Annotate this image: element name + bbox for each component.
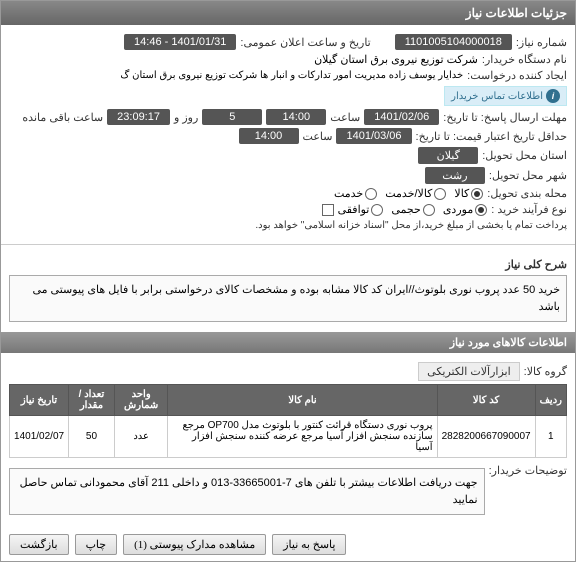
credit-time: 14:00 <box>239 128 299 144</box>
org-value: شرکت توزیع نیروی برق استان گیلان <box>314 53 478 66</box>
details-panel: جزئیات اطلاعات نیاز شماره نیاز: 11010051… <box>0 0 576 562</box>
remain-value: 23:09:17 <box>107 109 170 125</box>
deadline-date: 1401/02/06 <box>364 109 439 125</box>
radio-icon <box>371 204 383 216</box>
unit-label: محله بندی تحویل: <box>487 187 567 200</box>
org-label: نام دستگاه خریدار: <box>482 53 567 66</box>
cell-name: پروب نوری دستگاه قرائت کنتور با بلوتوث م… <box>168 416 437 458</box>
goods-section: گروه کالا: ابزارآلات الکتریکی ردیف کد کا… <box>1 353 575 528</box>
attach-button[interactable]: مشاهده مدارک پیوستی (1) <box>123 534 266 555</box>
col-row: ردیف <box>535 385 566 416</box>
cell-row: 1 <box>535 416 566 458</box>
announce-label: تاریخ و ساعت اعلان عمومی: <box>240 36 370 49</box>
panel-title: جزئیات اطلاعات نیاز <box>466 6 567 20</box>
col-qty: تعداد / مقدار <box>69 385 115 416</box>
group-value: ابزارآلات الکتریکی <box>418 362 519 381</box>
req-no-value: 1101005104000018 <box>395 34 512 50</box>
footer-buttons: پاسخ به نیاز مشاهده مدارک پیوستی (1) چاپ… <box>1 528 575 561</box>
radio-icon <box>475 204 487 216</box>
credit-label: حداقل تاریخ اعتبار قیمت: تا تاریخ: <box>416 130 567 143</box>
remain-label: ساعت باقی مانده <box>22 111 103 124</box>
credit-date: 1401/03/06 <box>336 128 411 144</box>
contact-info-box[interactable]: i اطلاعات تماس خریدار <box>444 86 567 106</box>
desc-section: شرح کلی نیاز خرید 50 عدد پروب نوری بلوتو… <box>1 249 575 332</box>
unit-radio-group: کالا کالا/خدمت خدمت <box>334 187 483 200</box>
cell-code: 2828200667090007 <box>437 416 535 458</box>
pay-note: پرداخت تمام یا بخشی از مبلغ خرید،از محل … <box>255 220 567 231</box>
days-value: 5 <box>202 109 262 125</box>
deadline-label: مهلت ارسال پاسخ: تا تاریخ: <box>443 111 567 124</box>
time-label-2: ساعت <box>303 130 333 143</box>
print-button[interactable]: چاپ <box>75 534 118 555</box>
radio-icon <box>365 188 377 200</box>
desc-title: شرح کلی نیاز <box>505 258 567 271</box>
city-value: رشت <box>425 167 485 184</box>
buy-radio-agree[interactable]: توافقی <box>338 203 384 216</box>
col-code: کد کالا <box>437 385 535 416</box>
col-name: نام کالا <box>168 385 437 416</box>
col-unit: واحد شمارش <box>114 385 168 416</box>
req-no-label: شماره نیاز: <box>516 36 567 49</box>
buy-radio-volume[interactable]: حجمی <box>391 203 434 216</box>
buy-radio-case[interactable]: موردی <box>443 203 487 216</box>
table-header-row: ردیف کد کالا نام کالا واحد شمارش تعداد /… <box>10 385 567 416</box>
group-label: گروه کالا: <box>524 365 567 378</box>
table-row[interactable]: 1 2828200667090007 پروب نوری دستگاه قرائ… <box>10 416 567 458</box>
divider <box>1 244 575 245</box>
cell-unit: عدد <box>114 416 168 458</box>
time-label-1: ساعت <box>330 111 360 124</box>
radio-icon <box>423 204 435 216</box>
back-button[interactable]: پاسخ به نیاز <box>272 534 346 555</box>
goods-header: اطلاعات کالاهای مورد نیاز <box>1 332 575 353</box>
unit-radio-mixed[interactable]: کالا/خدمت <box>385 187 446 200</box>
city-label: شهر محل تحویل: <box>489 169 567 182</box>
creator-value: خدایار یوسف زاده مدیریت امور تدارکات و ا… <box>120 70 463 81</box>
info-icon: i <box>546 89 560 103</box>
days-label: روز و <box>174 111 198 124</box>
contact-info-text: اطلاعات تماس خریدار <box>451 91 543 102</box>
unit-radio-kala[interactable]: کالا <box>454 187 483 200</box>
buy-type-label: نوع فرآیند خرید : <box>491 203 567 216</box>
announce-value: 1401/01/31 - 14:46 <box>124 34 236 50</box>
radio-icon <box>434 188 446 200</box>
radio-icon <box>471 188 483 200</box>
deadline-time: 14:00 <box>266 109 326 125</box>
pay-checkbox[interactable] <box>322 204 334 216</box>
goods-table: ردیف کد کالا نام کالا واحد شمارش تعداد /… <box>9 384 567 458</box>
notes-label: توضیحات خریدار: <box>489 464 567 477</box>
col-date: تاریخ نیاز <box>10 385 69 416</box>
buy-radio-group: موردی حجمی توافقی <box>338 203 488 216</box>
desc-box: خرید 50 عدد پروب نوری بلوتوث//ایران کد ک… <box>9 275 567 322</box>
creator-label: ایجاد کننده درخواست: <box>467 69 567 82</box>
province-label: استان محل تحویل: <box>482 149 567 162</box>
province-value: گیلان <box>418 147 478 164</box>
cell-qty: 50 <box>69 416 115 458</box>
notes-box: جهت دریافت اطلاعات بیشتر با تلفن های 7-3… <box>9 468 485 515</box>
close-button[interactable]: بازگشت <box>9 534 69 555</box>
unit-radio-service[interactable]: خدمت <box>334 187 377 200</box>
info-section: شماره نیاز: 1101005104000018 تاریخ و ساع… <box>1 25 575 240</box>
panel-header: جزئیات اطلاعات نیاز <box>1 1 575 25</box>
cell-date: 1401/02/07 <box>10 416 69 458</box>
